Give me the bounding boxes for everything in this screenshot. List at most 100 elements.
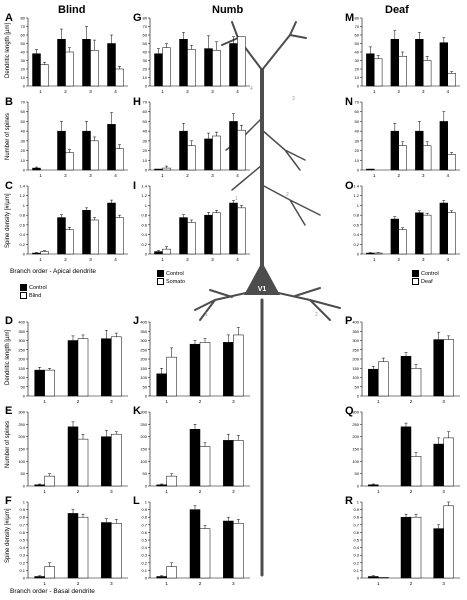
bar — [433, 443, 444, 487]
legend-label-somato: Somato — [166, 278, 185, 285]
y-tick-label: 60 — [355, 33, 360, 38]
y-tick-label: 0.3 — [353, 553, 359, 558]
y-tick-label: 40 — [21, 50, 26, 55]
y-tick-label: 0.8 — [353, 515, 359, 520]
x-tick-label: 1 — [161, 173, 164, 178]
legend-swatch-blind — [20, 291, 27, 299]
y-tick-label: 0.4 — [19, 545, 25, 550]
y-tick-label: 200 — [352, 357, 359, 362]
legend-numb: Control Somato — [157, 270, 185, 286]
bar — [82, 39, 91, 87]
x-tick-label: 4 — [446, 89, 449, 94]
bar — [390, 130, 400, 171]
y-tick-label: 400 — [140, 320, 147, 325]
bar — [34, 484, 45, 487]
x-tick-label: 3 — [232, 399, 235, 404]
legend-swatch-somato — [157, 277, 164, 285]
y-tick-label: 10 — [143, 158, 148, 163]
y-tick-label: 0 — [145, 576, 148, 581]
bar — [378, 361, 389, 397]
bar — [162, 248, 171, 255]
y-tick-label: 250 — [18, 422, 25, 427]
y-tick-label: 0.8 — [141, 515, 147, 520]
bar — [107, 43, 116, 87]
bar — [223, 520, 234, 579]
y-tick-label: 50 — [21, 384, 26, 389]
y-tick-label: 50 — [143, 384, 148, 389]
bar — [410, 368, 422, 397]
bar — [229, 121, 238, 171]
x-tick-label: 1 — [161, 89, 164, 94]
y-tick-label: 40 — [355, 50, 360, 55]
branch-marker: 2 — [286, 192, 289, 198]
panel-letter-g: G — [133, 12, 142, 24]
column-title-numb: Numb — [212, 4, 244, 16]
y-tick-label: 10 — [21, 75, 26, 80]
bar — [179, 39, 188, 87]
y-tick-label: 0 — [23, 394, 26, 399]
y-tick-label: 50 — [355, 471, 360, 476]
y-tick-label: 0 — [357, 168, 360, 173]
y-tick-label: 250 — [18, 347, 25, 352]
bar — [111, 336, 122, 397]
x-tick-label: 4 — [446, 257, 449, 262]
bar — [82, 210, 91, 255]
bar — [366, 53, 375, 87]
y-tick-label: 80 — [21, 16, 26, 21]
x-tick-label: 2 — [397, 89, 400, 94]
x-tick-label: 4 — [236, 173, 239, 178]
y-tick-label: 1.2 — [141, 193, 147, 198]
bar — [166, 475, 177, 487]
y-tick-label: 80 — [355, 16, 360, 21]
y-tick-label: 0.2 — [353, 560, 359, 565]
x-tick-label: 1 — [39, 173, 42, 178]
y-tick-label: 80 — [143, 16, 148, 21]
y-tick-label: 0.2 — [19, 242, 25, 247]
bar — [368, 484, 379, 487]
x-tick-label: 1 — [373, 173, 376, 178]
bar — [90, 140, 99, 171]
bar — [189, 343, 201, 397]
basal-right — [273, 287, 341, 321]
bar — [212, 135, 221, 171]
y-tick-label: 0.4 — [141, 232, 147, 237]
legend-deaf: Control Deaf — [412, 270, 439, 286]
bar — [40, 64, 49, 87]
y-tick-label: 100 — [352, 459, 359, 464]
y-tick-label: 0.6 — [141, 222, 147, 227]
y-tick-label: 20 — [143, 148, 148, 153]
y-tick-label: 60 — [143, 33, 148, 38]
y-tick-label: 250 — [352, 347, 359, 352]
y-tick-label: 0.1 — [353, 568, 359, 573]
bar — [423, 214, 432, 255]
bar — [107, 202, 116, 255]
y-tick-label: 0 — [23, 252, 26, 257]
y-tick-label: 1 — [23, 500, 26, 505]
bar — [82, 130, 91, 171]
bar — [233, 334, 244, 397]
oblique-right-1 — [261, 129, 306, 171]
y-tick-label: 70 — [143, 100, 148, 105]
y-tick-label: 50 — [21, 119, 26, 124]
bar — [237, 36, 246, 87]
x-tick-label: 1 — [377, 581, 380, 586]
panel-letter-e: E — [5, 405, 13, 417]
legend-swatch-control — [20, 284, 27, 291]
bar — [65, 152, 74, 171]
bar — [154, 168, 163, 171]
x-tick-label: 3 — [422, 257, 425, 262]
y-tick-label: 0.4 — [353, 545, 359, 550]
legend-swatch-control — [157, 270, 164, 277]
y-tick-label: 20 — [21, 148, 26, 153]
x-tick-label: 1 — [43, 489, 46, 494]
y-tick-label: 0 — [23, 484, 26, 489]
y-tick-label: 0.3 — [141, 553, 147, 558]
y-tick-label: 0 — [23, 84, 26, 89]
y-tick-label: 0.7 — [141, 522, 147, 527]
bar — [57, 217, 66, 255]
x-tick-label: 2 — [77, 399, 80, 404]
branch-marker: 1 — [235, 196, 238, 202]
y-tick-label: 40 — [21, 129, 26, 134]
bar — [433, 528, 444, 579]
